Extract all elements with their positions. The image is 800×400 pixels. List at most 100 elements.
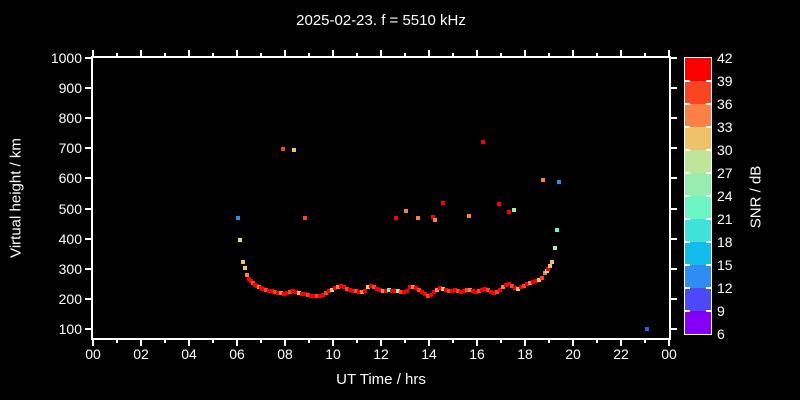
- x-major-tick-top: [188, 50, 190, 56]
- colorbar-segment: [685, 311, 711, 334]
- x-tick-label: 00: [661, 346, 677, 362]
- colorbar-segment: [685, 81, 711, 104]
- data-point: [541, 177, 545, 182]
- data-point: [302, 292, 307, 297]
- data-point: [312, 294, 317, 299]
- x-minor-tick-top: [308, 53, 310, 56]
- data-point: [290, 289, 295, 294]
- colorbar-boundary-tick: [685, 195, 690, 197]
- x-major-tick: [572, 340, 574, 346]
- data-point: [422, 292, 427, 297]
- data-point: [512, 208, 517, 213]
- x-minor-tick-top: [548, 53, 550, 56]
- x-minor-tick: [644, 340, 646, 343]
- data-point: [470, 289, 475, 294]
- y-tick-label: 900: [58, 80, 82, 97]
- colorbar-boundary-tick: [706, 195, 711, 197]
- data-point: [528, 281, 533, 286]
- colorbar-tick-label: 39: [717, 73, 733, 89]
- data-point: [402, 290, 407, 295]
- x-minor-tick: [500, 340, 502, 343]
- colorbar-tick-label: 12: [717, 280, 733, 296]
- data-point: [415, 215, 420, 220]
- y-major-tick: [85, 267, 91, 270]
- colorbar-segment: [685, 219, 711, 242]
- x-tick-label: 22: [613, 346, 629, 362]
- data-point: [522, 283, 527, 288]
- data-point: [404, 288, 409, 293]
- x-minor-tick-top: [260, 53, 262, 56]
- data-point: [336, 284, 341, 289]
- data-point: [292, 148, 297, 153]
- colorbar: [684, 57, 712, 335]
- x-tick-label: 16: [469, 346, 485, 362]
- data-point: [492, 291, 497, 296]
- data-point: [458, 289, 463, 294]
- data-point: [450, 288, 455, 293]
- data-point: [645, 326, 650, 331]
- data-point: [430, 214, 435, 219]
- data-point: [557, 180, 562, 185]
- y-major-tick-right: [671, 267, 677, 270]
- data-point: [392, 289, 397, 294]
- y-tick-label: 100: [58, 320, 82, 337]
- x-minor-tick-top: [164, 53, 166, 56]
- data-point: [440, 287, 445, 292]
- x-tick-label: 10: [325, 346, 341, 362]
- y-major-tick-right: [671, 87, 677, 90]
- data-point: [530, 280, 535, 284]
- data-point: [434, 287, 439, 292]
- y-major-tick-right: [671, 207, 677, 210]
- x-minor-tick: [260, 340, 262, 343]
- data-point: [452, 287, 457, 292]
- x-axis-label: UT Time / hrs: [336, 371, 426, 388]
- y-major-tick: [85, 207, 91, 210]
- data-point: [510, 284, 515, 289]
- colorbar-tick-label: 36: [717, 96, 733, 112]
- colorbar-boundary-tick: [685, 103, 690, 105]
- colorbar-tick-label: 27: [717, 165, 733, 181]
- data-point: [296, 291, 301, 296]
- x-major-tick-top: [236, 50, 238, 56]
- data-point: [326, 289, 331, 294]
- data-point: [480, 288, 485, 293]
- data-point: [428, 293, 433, 298]
- data-point: [534, 278, 539, 283]
- x-major-tick: [380, 340, 382, 346]
- x-major-tick: [620, 340, 622, 346]
- data-point: [547, 263, 552, 268]
- data-point: [245, 273, 250, 278]
- colorbar-boundary-tick: [706, 80, 711, 82]
- data-point: [384, 289, 389, 294]
- data-point: [261, 286, 266, 291]
- data-point: [272, 290, 277, 295]
- colorbar-segment: [685, 58, 711, 81]
- x-minor-tick: [212, 340, 214, 343]
- x-major-tick: [332, 340, 334, 346]
- y-tick-label: 200: [58, 290, 82, 307]
- x-minor-tick: [548, 340, 550, 343]
- y-tick-label: 700: [58, 140, 82, 157]
- data-point: [288, 290, 293, 295]
- data-point: [394, 215, 399, 220]
- x-minor-tick-top: [356, 53, 358, 56]
- x-major-tick: [668, 340, 670, 346]
- data-point: [372, 284, 377, 289]
- data-point: [362, 289, 367, 294]
- x-tick-label: 14: [421, 346, 437, 362]
- y-tick-label: 300: [58, 260, 82, 277]
- plot-area: [93, 58, 669, 338]
- data-point: [504, 283, 509, 287]
- data-point: [512, 285, 517, 290]
- data-point: [263, 287, 268, 292]
- x-major-tick: [284, 340, 286, 346]
- x-major-tick-top: [92, 50, 94, 56]
- colorbar-tick-label: 9: [717, 303, 725, 319]
- data-point: [332, 286, 337, 291]
- y-tick-label: 800: [58, 110, 82, 127]
- data-point: [464, 287, 469, 292]
- data-point: [426, 293, 431, 298]
- data-point: [441, 201, 446, 206]
- x-major-tick-top: [380, 50, 382, 56]
- data-point: [344, 286, 349, 291]
